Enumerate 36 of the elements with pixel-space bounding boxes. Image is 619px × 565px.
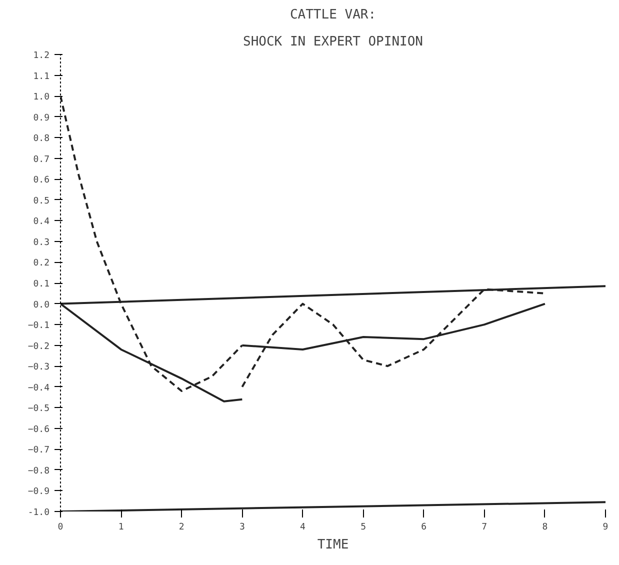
y-tick-label: 0.9 (33, 113, 50, 124)
y-tick-label: 1.0 (33, 92, 50, 103)
y-tick-label: −0.9 (28, 487, 50, 498)
x-tick-label: 0 (58, 522, 64, 532)
y-tick-label: −0.1 (28, 321, 50, 332)
y-tick-label: 0.0 (33, 300, 50, 310)
y-tick-label: −0.8 (28, 466, 50, 476)
chart-title: CATTLE VAR: (290, 8, 376, 22)
y-tick-label: 0.4 (33, 217, 50, 228)
y-tick-label: 0.7 (33, 154, 50, 165)
y-tick-label: 0.3 (33, 238, 50, 248)
y-tick-label: −0.6 (28, 424, 50, 435)
y-tick-label: -1.0 (28, 508, 50, 518)
y-tick-label: 0.5 (33, 196, 50, 206)
y-tick-label: 0.8 (33, 134, 50, 144)
x-tick-label: 2 (178, 522, 184, 532)
x-tick-label: 7 (482, 522, 488, 532)
x-tick-label: 6 (421, 522, 427, 532)
y-tick-label: −0.3 (28, 362, 50, 373)
y-tick-label: −0.5 (28, 404, 50, 414)
y-tick-label: −0.4 (28, 383, 50, 394)
x-axis-title: TIME (317, 538, 349, 552)
y-tick-label: 0.2 (33, 258, 50, 269)
y-tick-label: 1.1 (33, 72, 50, 82)
y-tick-label: 0.1 (33, 280, 50, 290)
y-tick-label: 1.2 (33, 51, 50, 61)
x-tick-label: 9 (602, 522, 608, 532)
y-tick-label: 0.6 (33, 176, 50, 186)
y-tick-label: −0.2 (28, 342, 50, 352)
x-tick-label: 4 (300, 522, 306, 532)
x-tick-label: 1 (118, 522, 124, 532)
y-tick-label: −0.7 (28, 446, 50, 456)
chart-subtitle: SHOCK IN EXPERT OPINION (242, 34, 424, 50)
x-tick-label: 8 (542, 522, 548, 532)
x-tick-label: 3 (239, 522, 245, 532)
x-tick-label: 5 (360, 522, 366, 532)
